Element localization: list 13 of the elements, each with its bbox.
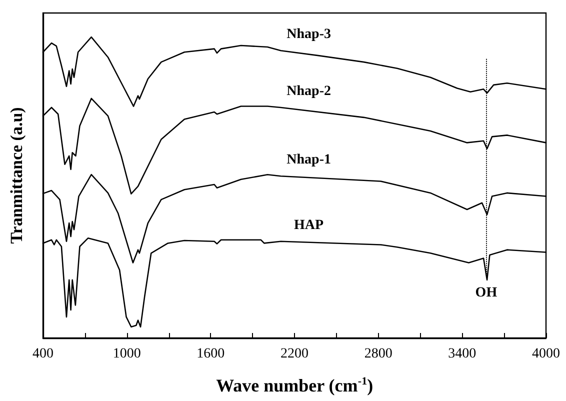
ref-line-label: OH — [475, 285, 498, 300]
x-tick-label: 1000 — [112, 346, 141, 362]
series-label: Nhap-1 — [286, 152, 331, 168]
series-label: Nhap-3 — [286, 27, 331, 42]
series-label: HAP — [294, 218, 324, 233]
x-tick-label: 4000 — [532, 346, 560, 362]
x-tick-label: 400 — [32, 346, 54, 362]
x-tick-label: 3400 — [448, 346, 476, 362]
series-label: Nhap-2 — [286, 84, 331, 99]
x-tick-label: 2200 — [280, 346, 308, 362]
x-tick-label: 1600 — [196, 346, 225, 362]
x-tick-label: 2800 — [364, 346, 392, 362]
y-axis-title: Tranmittance (a.u) — [7, 107, 26, 244]
